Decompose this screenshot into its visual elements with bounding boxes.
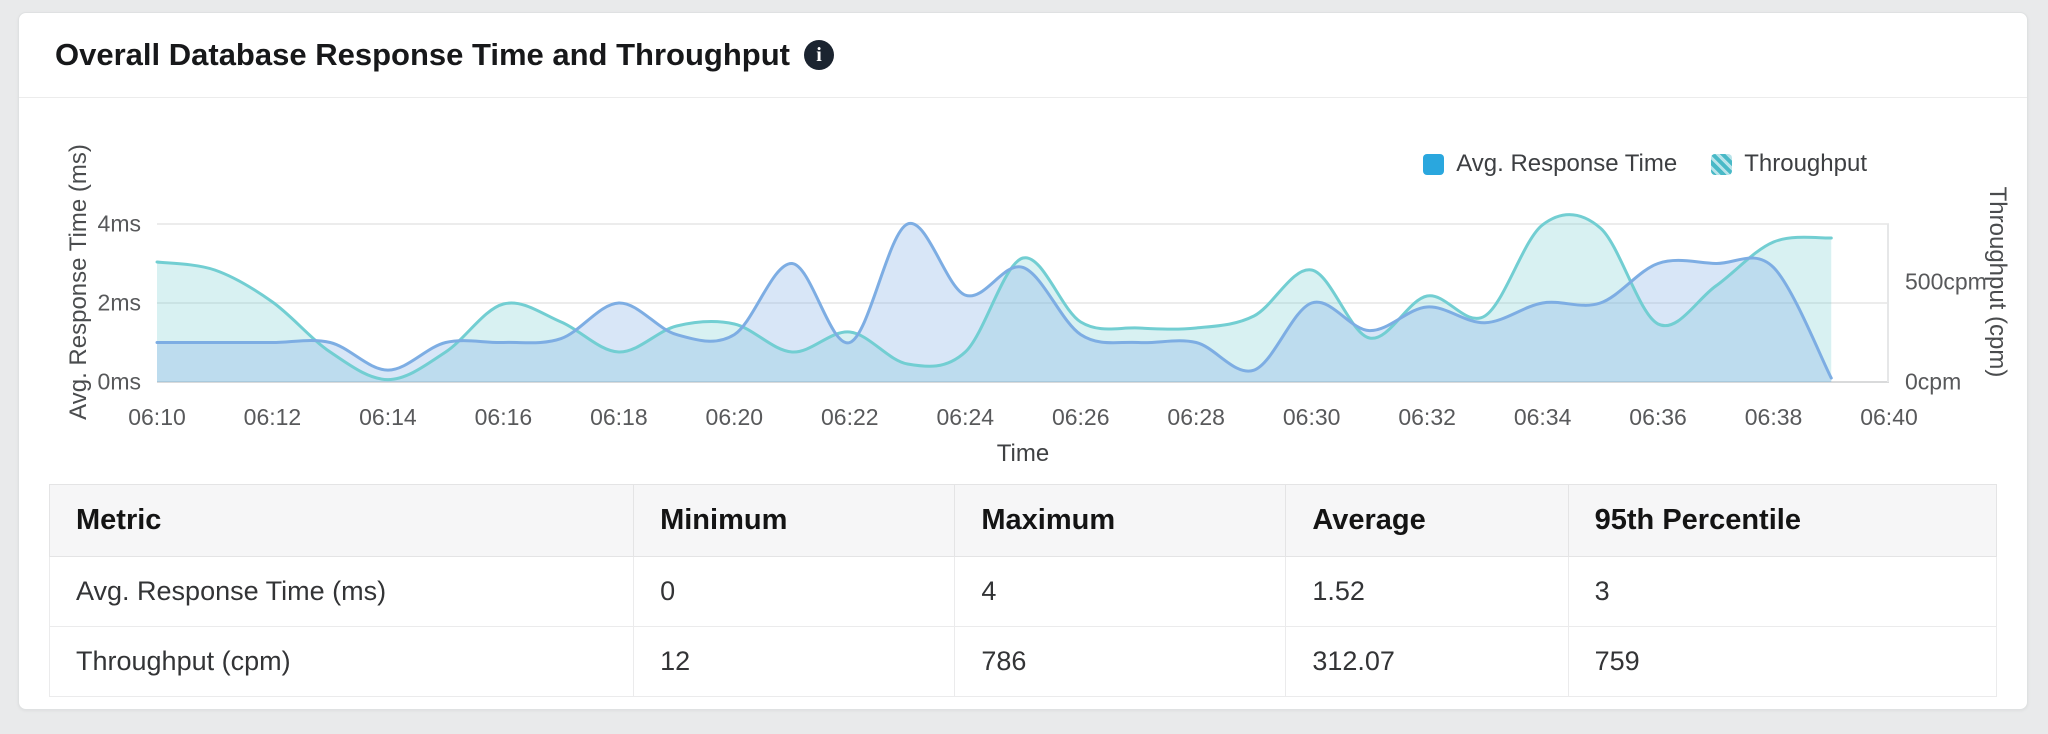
card-header: Overall Database Response Time and Throu…: [19, 13, 2027, 98]
x-axis-tick: 06:18: [590, 404, 648, 430]
col-header-95th-percentile: 95th Percentile: [1567, 484, 1998, 557]
x-axis-tick: 06:26: [1051, 404, 1110, 430]
summary-table: Metric Minimum Maximum Average 95th Perc…: [48, 484, 1998, 697]
table-row-response-time: Avg. Response Time (ms) 0 4 1.52 3: [48, 556, 1998, 627]
chart-card: Overall Database Response Time and Throu…: [18, 12, 2028, 710]
cell-average: 312.07: [1285, 626, 1569, 697]
x-axis-tick: 06:30: [1282, 404, 1341, 430]
x-axis-tick: 06:32: [1398, 404, 1456, 430]
legend-item-throughput[interactable]: Throughput: [1711, 150, 1867, 178]
x-axis-tick: 06:24: [936, 404, 995, 430]
left-axis-tick: 0ms: [97, 368, 141, 395]
chart-legend: Avg. Response Time Throughput: [1423, 150, 1867, 178]
col-header-average: Average: [1285, 484, 1569, 557]
x-axis-tick: 06:34: [1513, 404, 1572, 430]
right-axis-tick: 0cpm: [1905, 368, 1962, 395]
x-axis-tick: 06:10: [128, 404, 186, 430]
chart-plot[interactable]: 4ms 2ms 0ms 500cpm 0cpm 06:10 06:12 06:14 06:16 0…: [98, 182, 1987, 431]
cell-95th-percentile: 759: [1567, 626, 1998, 697]
x-axis-tick: 06:16: [474, 404, 533, 430]
cell-minimum: 0: [633, 556, 956, 627]
throughput-swatch-icon: [1711, 153, 1733, 175]
x-axis-tick: 06:14: [359, 404, 417, 430]
left-axis-tick: 2ms: [97, 289, 141, 316]
legend-item-response-time[interactable]: Avg. Response Time: [1423, 150, 1677, 178]
card-title: Overall Database Response Time and Throu…: [55, 37, 790, 72]
legend-label-response-time: Avg. Response Time: [1456, 150, 1678, 177]
right-axis-tick: 500cpm: [1905, 268, 1987, 295]
table-row-throughput: Throughput (cpm) 12 786 312.07 759: [48, 626, 1998, 697]
x-axis-title: Time: [996, 440, 1050, 467]
col-header-metric: Metric: [48, 484, 635, 557]
cell-average: 1.52: [1285, 556, 1569, 627]
x-axis-tick: 06:36: [1629, 404, 1687, 430]
cell-metric: Avg. Response Time (ms): [48, 556, 635, 627]
response-time-swatch-icon: [1423, 153, 1445, 175]
x-axis-tick: 06:12: [243, 404, 302, 430]
x-axis-tick: 06:28: [1167, 404, 1225, 430]
cell-metric: Throughput (cpm): [48, 626, 635, 697]
legend-label-throughput: Throughput: [1744, 150, 1867, 177]
x-axis-tick: 06:20: [705, 404, 764, 430]
col-header-minimum: Minimum: [633, 484, 956, 557]
cell-maximum: 786: [954, 626, 1287, 697]
left-axis-title: Avg. Response Time (ms): [65, 144, 92, 420]
chart-svg: [155, 213, 1889, 383]
info-icon[interactable]: i: [803, 40, 834, 70]
cell-maximum: 4: [954, 556, 1287, 627]
left-axis-tick: 4ms: [97, 210, 141, 237]
chart-section: Avg. Response Time Throughput Avg. Respo…: [19, 98, 2027, 468]
table-header-row: Metric Minimum Maximum Average 95th Perc…: [48, 484, 1998, 557]
right-axis-title: Throughput (cpm): [1984, 186, 2011, 378]
x-axis-tick: 06:38: [1744, 404, 1803, 430]
cell-95th-percentile: 3: [1567, 556, 1998, 627]
x-axis-tick: 06:40: [1860, 404, 1918, 430]
col-header-maximum: Maximum: [954, 484, 1287, 557]
cell-minimum: 12: [633, 626, 956, 697]
x-axis-tick: 06:22: [821, 404, 879, 430]
